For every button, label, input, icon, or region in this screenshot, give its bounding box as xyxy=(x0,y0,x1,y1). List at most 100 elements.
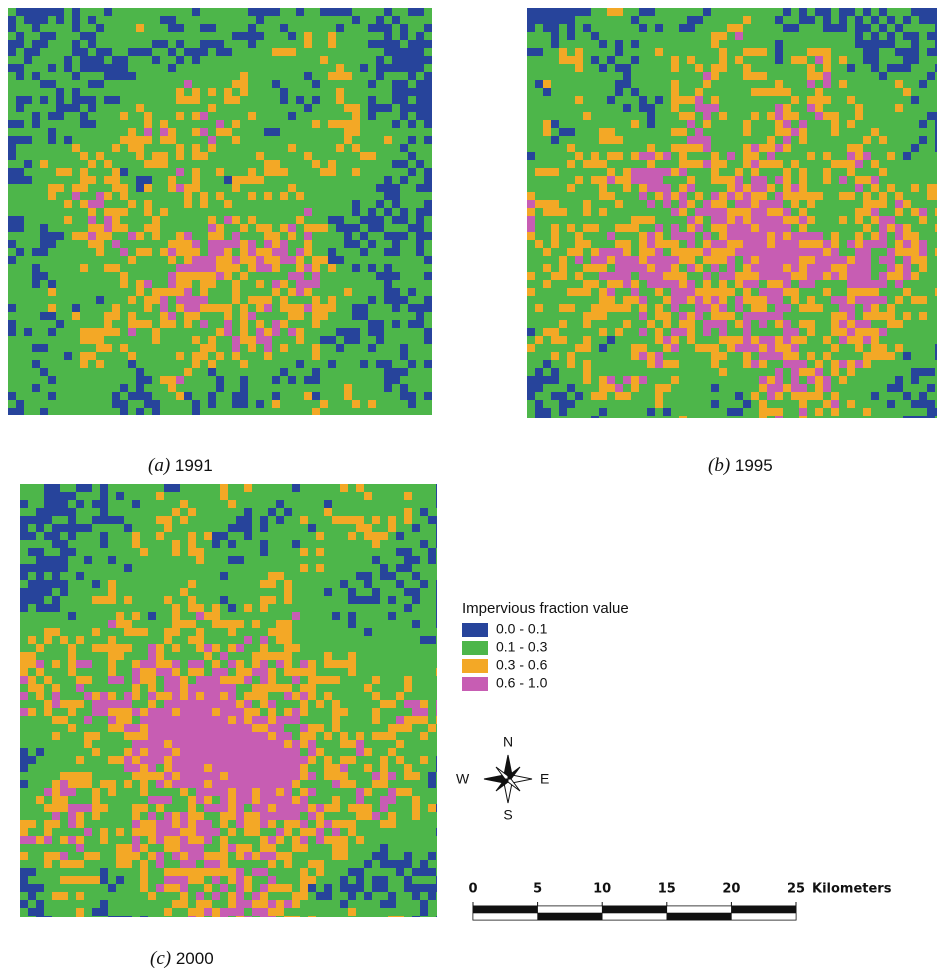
map-cell xyxy=(136,208,144,216)
map-cell xyxy=(80,16,88,24)
map-cell xyxy=(168,384,176,392)
map-cell xyxy=(927,256,935,264)
map-cell xyxy=(184,256,192,264)
map-cell xyxy=(48,184,56,192)
map-cell xyxy=(264,376,272,384)
map-cell xyxy=(543,352,551,360)
map-cell xyxy=(360,272,368,280)
map-cell xyxy=(647,32,655,40)
map-cell xyxy=(248,24,256,32)
map-cell xyxy=(64,128,72,136)
map-cell xyxy=(160,72,168,80)
map-cell xyxy=(280,376,288,384)
map-cell xyxy=(799,136,807,144)
map-cell xyxy=(288,72,296,80)
map-cell xyxy=(607,208,615,216)
map-cell xyxy=(807,312,815,320)
map-cell xyxy=(855,184,863,192)
map-cell xyxy=(360,160,368,168)
map-cell xyxy=(264,168,272,176)
map-cell xyxy=(384,104,392,112)
map-cell xyxy=(711,224,719,232)
map-cell xyxy=(256,264,264,272)
map-cell xyxy=(599,200,607,208)
map-cell xyxy=(855,80,863,88)
map-cell xyxy=(104,288,112,296)
map-cell xyxy=(679,264,687,272)
map-cell xyxy=(216,192,224,200)
map-cell xyxy=(695,112,703,120)
map-cell xyxy=(64,408,72,415)
map-cell xyxy=(551,352,559,360)
map-cell xyxy=(727,208,735,216)
map-cell xyxy=(80,344,88,352)
map-cell xyxy=(567,104,575,112)
map-cell xyxy=(48,320,56,328)
map-cell xyxy=(384,184,392,192)
map-cell xyxy=(232,360,240,368)
map-cell xyxy=(96,176,104,184)
map-cell xyxy=(759,344,767,352)
map-cell xyxy=(783,72,791,80)
map-cell xyxy=(288,24,296,32)
map-cell xyxy=(208,200,216,208)
map-cell xyxy=(64,16,72,24)
map-cell xyxy=(368,264,376,272)
map-cell xyxy=(88,48,96,56)
map-cell xyxy=(320,152,328,160)
map-cell xyxy=(703,16,711,24)
map-cell xyxy=(743,168,751,176)
map-cell xyxy=(128,40,136,48)
map-cell xyxy=(735,168,743,176)
map-cell xyxy=(208,312,216,320)
map-cell xyxy=(88,88,96,96)
map-cell xyxy=(144,88,152,96)
map-cell xyxy=(272,112,280,120)
map-cell xyxy=(112,72,120,80)
map-cell xyxy=(264,224,272,232)
map-cell xyxy=(128,376,136,384)
map-cell xyxy=(416,32,424,40)
map-cell xyxy=(288,224,296,232)
map-cell xyxy=(352,216,360,224)
map-cell xyxy=(408,32,416,40)
map-cell xyxy=(80,184,88,192)
map-cell xyxy=(599,88,607,96)
map-cell xyxy=(903,320,911,328)
map-cell xyxy=(543,16,551,24)
map-cell xyxy=(312,344,320,352)
map-cell xyxy=(775,184,783,192)
map-cell xyxy=(847,128,855,136)
map-cell xyxy=(24,232,32,240)
map-cell xyxy=(176,160,184,168)
map-cell xyxy=(855,56,863,64)
map-cell xyxy=(8,136,16,144)
map-cell xyxy=(527,336,535,344)
map-cell xyxy=(408,56,416,64)
map-cell xyxy=(136,168,144,176)
map-cell xyxy=(743,136,751,144)
map-cell xyxy=(120,288,128,296)
map-cell xyxy=(767,288,775,296)
map-cell xyxy=(751,8,759,16)
map-cell xyxy=(607,152,615,160)
map-cell xyxy=(168,16,176,24)
map-cell xyxy=(727,312,735,320)
map-cell xyxy=(32,272,40,280)
map-cell xyxy=(879,320,887,328)
map-cell xyxy=(839,328,847,336)
map-cell xyxy=(895,328,903,336)
map-cell xyxy=(567,312,575,320)
map-cell xyxy=(831,288,839,296)
map-cell xyxy=(591,208,599,216)
map-cell xyxy=(751,104,759,112)
map-cell xyxy=(80,408,88,415)
map-cell xyxy=(647,296,655,304)
map-cell xyxy=(839,160,847,168)
map-cell xyxy=(903,176,911,184)
map-cell xyxy=(887,64,895,72)
map-cell xyxy=(639,16,647,24)
map-cell xyxy=(791,264,799,272)
map-cell xyxy=(312,328,320,336)
map-cell xyxy=(671,24,679,32)
